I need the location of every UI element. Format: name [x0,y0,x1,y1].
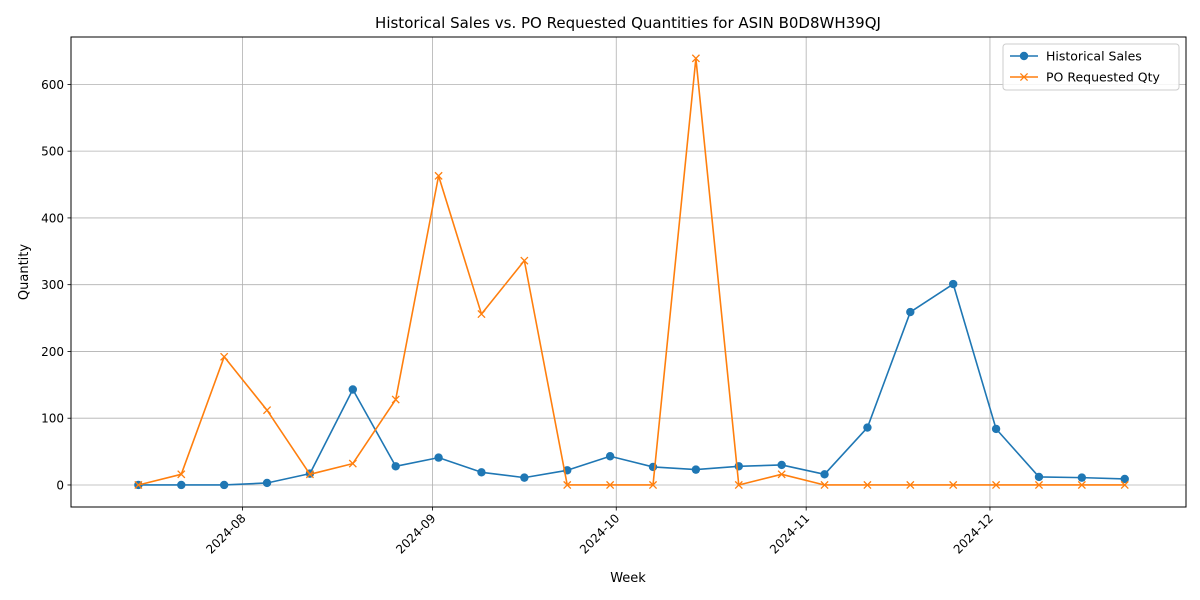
y-tick-label: 200 [41,345,64,359]
po-requested-qty-point [520,256,529,265]
po-requested-qty-point [648,480,658,490]
legend-box [1002,43,1180,91]
legend-marker [1019,72,1029,82]
historical-sales-point [1120,474,1129,484]
po-requested-qty-point [134,480,143,490]
y-tick-label: 300 [41,278,64,292]
historical-sales-point [391,462,400,471]
historical-sales-point [1077,473,1087,482]
y-tick-label: 100 [41,412,64,426]
po-requested-qty-point [563,480,572,490]
po-requested-qty-point [863,480,872,490]
historical-sales-point [991,424,1001,434]
historical-sales-point [520,473,529,482]
po-requested-qty-point [1034,480,1044,490]
x-axis-label: Week [610,571,646,586]
po-requested-qty-point [820,480,829,490]
legend-label: PO Requested Qty [1046,70,1160,85]
series-layer [134,54,1129,490]
legend-label: Historical Sales [1046,49,1142,64]
historical-sales-point [605,452,615,461]
historical-sales-point [1034,472,1044,482]
series-po-requested-qty [134,54,1129,490]
po-requested-qty-point [434,171,443,180]
legend-entry-po-requested-qty: PO Requested Qty [1010,70,1160,85]
historical-sales-point [434,453,443,462]
po-requested-qty-point [177,470,186,479]
po-requested-qty-point [906,480,915,490]
legend-entry-historical-sales: Historical Sales [1010,49,1142,64]
po-requested-qty-point [992,480,1001,490]
historical-sales-point [219,480,229,490]
po-requested-qty-line [138,57,1125,486]
grid [71,37,1186,507]
y-tick-label: 600 [41,78,64,92]
historical-sales-point [691,465,701,474]
po-requested-qty-point [1120,480,1129,490]
historical-sales-point [777,460,786,470]
historical-sales-point [477,468,486,477]
y-tick-label: 400 [41,211,64,225]
y-axis-label: Quantity [17,244,32,300]
chart-title: Historical Sales vs. PO Requested Quanti… [375,14,881,32]
po-requested-qty-point [391,395,400,404]
historical-sales-point [863,423,872,432]
y-tick-label: 500 [41,145,64,159]
historical-sales-point [262,478,272,488]
legend-marker [1019,51,1029,61]
po-requested-qty-point [777,470,786,479]
po-requested-qty-point [734,480,743,490]
po-requested-qty-point [691,54,700,63]
historical-sales-point [948,279,958,289]
legend: Historical Sales PO Requested Qty [1002,43,1180,91]
historical-sales-point [177,480,186,490]
po-requested-qty-point [262,406,272,415]
historical-sales-point [906,307,915,317]
po-requested-qty-point [1077,480,1086,490]
historical-sales-line [138,283,1125,486]
historical-sales-point [820,470,829,479]
historical-sales-point [648,462,658,472]
po-requested-qty-point [606,480,615,490]
po-requested-qty-point [949,480,958,490]
po-requested-qty-point [348,459,357,468]
y-tick-label: 0 [56,478,64,492]
po-requested-qty-point [477,310,486,319]
plot-frame [70,36,1187,508]
po-requested-qty-point [220,352,229,361]
po-requested-qty-point [305,470,314,479]
historical-sales-point [348,385,358,394]
